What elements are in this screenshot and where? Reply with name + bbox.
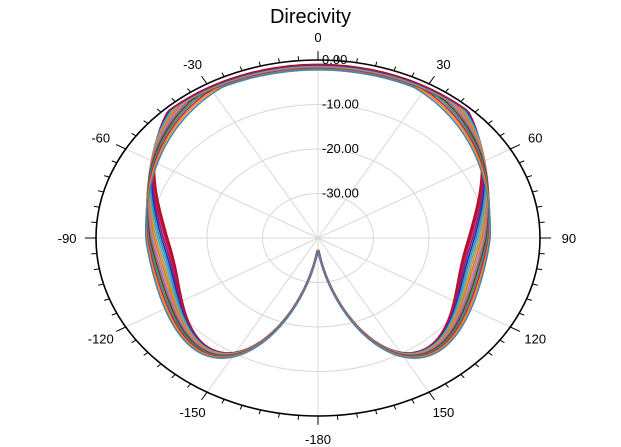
angle-minor-tick — [131, 132, 137, 137]
angle-minor-tick — [93, 268, 100, 271]
angular-grid-spoke — [125, 237, 319, 328]
series-layer — [144, 63, 492, 359]
angle-tick-label: -30 — [183, 57, 202, 72]
angle-minor-tick — [499, 132, 505, 137]
angle-major-tick — [201, 391, 208, 401]
angle-minor-tick — [171, 97, 176, 103]
angle-minor-tick — [460, 97, 465, 103]
angle-tick-label: 150 — [433, 405, 455, 420]
frame-layer — [84, 51, 552, 425]
angle-minor-tick — [444, 88, 449, 93]
angle-minor-tick — [532, 283, 538, 286]
angle-minor-tick — [499, 339, 505, 344]
angle-minor-tick — [98, 283, 104, 286]
angular-grid-spoke — [206, 237, 319, 393]
angle-minor-tick — [374, 409, 378, 415]
angle-minor-tick — [278, 58, 280, 63]
angle-minor-tick — [532, 190, 538, 193]
radial-tick-label: -30.00 — [322, 186, 359, 201]
angle-minor-tick — [143, 120, 149, 124]
angle-minor-tick — [258, 61, 262, 67]
angle-minor-tick — [374, 61, 378, 67]
angular-grid-spoke — [317, 237, 511, 328]
angle-major-tick — [115, 144, 126, 150]
angle-tick-label: 90 — [562, 231, 576, 246]
angle-minor-tick — [356, 413, 358, 418]
angle-minor-tick — [111, 160, 117, 164]
angle-minor-tick — [239, 405, 243, 410]
angle-minor-tick — [536, 268, 543, 271]
angle-minor-tick — [131, 339, 137, 344]
radial-tick-label: 0.00 — [322, 52, 347, 67]
angle-major-tick — [428, 391, 435, 401]
angle-minor-tick — [221, 399, 225, 404]
angle-tick-label: 30 — [436, 57, 450, 72]
angle-major-tick — [201, 75, 208, 85]
angle-minor-tick — [111, 312, 117, 316]
angle-tick-label: -150 — [180, 405, 206, 420]
angular-grid-spoke — [317, 237, 430, 393]
angle-minor-tick — [487, 352, 493, 356]
angle-minor-tick — [487, 120, 493, 124]
angle-minor-tick — [474, 108, 480, 113]
angle-minor-tick — [93, 205, 100, 208]
series-line-15 — [144, 69, 492, 359]
angle-tick-label: 120 — [524, 332, 546, 347]
angle-minor-tick — [171, 373, 176, 379]
angle-minor-tick — [187, 383, 192, 388]
radial-tick-label: -10.00 — [322, 97, 359, 112]
angle-tick-label: 60 — [528, 130, 542, 145]
angle-major-tick — [510, 144, 521, 150]
angle-minor-tick — [460, 373, 465, 379]
angle-minor-tick — [393, 405, 397, 410]
angle-minor-tick — [278, 413, 280, 418]
angle-minor-tick — [187, 88, 192, 93]
angle-tick-label: -60 — [91, 130, 110, 145]
angle-minor-tick — [104, 298, 110, 301]
angle-minor-tick — [98, 190, 104, 193]
angle-tick-label: 0 — [314, 30, 321, 45]
chart-title: Direcivity — [269, 6, 352, 28]
angle-minor-tick — [411, 72, 415, 77]
label-layer: 0 30 60 90 120 150 -180 -150 -120 -90 -60 -30 0.00 -1… — [58, 30, 576, 447]
angle-minor-tick — [526, 298, 532, 301]
angular-grid-spoke — [206, 83, 319, 239]
angle-minor-tick — [104, 175, 110, 178]
angle-minor-tick — [526, 175, 532, 178]
angle-minor-tick — [519, 312, 525, 316]
angle-minor-tick — [156, 363, 162, 368]
angle-tick-label: -180 — [305, 432, 331, 447]
angle-major-tick — [428, 75, 435, 85]
angle-minor-tick — [356, 58, 358, 63]
angle-major-tick — [115, 326, 126, 332]
angle-minor-tick — [519, 160, 525, 164]
angle-minor-tick — [258, 409, 262, 415]
angle-minor-tick — [411, 399, 415, 404]
angle-minor-tick — [156, 108, 162, 113]
angle-minor-tick — [143, 352, 149, 356]
angle-minor-tick — [474, 363, 480, 368]
angle-minor-tick — [221, 72, 225, 77]
angle-minor-tick — [444, 383, 449, 388]
angle-major-tick — [510, 326, 521, 332]
angle-tick-label: -120 — [88, 332, 114, 347]
angle-minor-tick — [536, 205, 543, 208]
angular-grid-spoke — [317, 83, 430, 239]
angle-minor-tick — [239, 66, 243, 71]
radial-tick-label: -20.00 — [322, 141, 359, 156]
angle-minor-tick — [393, 66, 397, 71]
angle-tick-label: -90 — [58, 231, 77, 246]
